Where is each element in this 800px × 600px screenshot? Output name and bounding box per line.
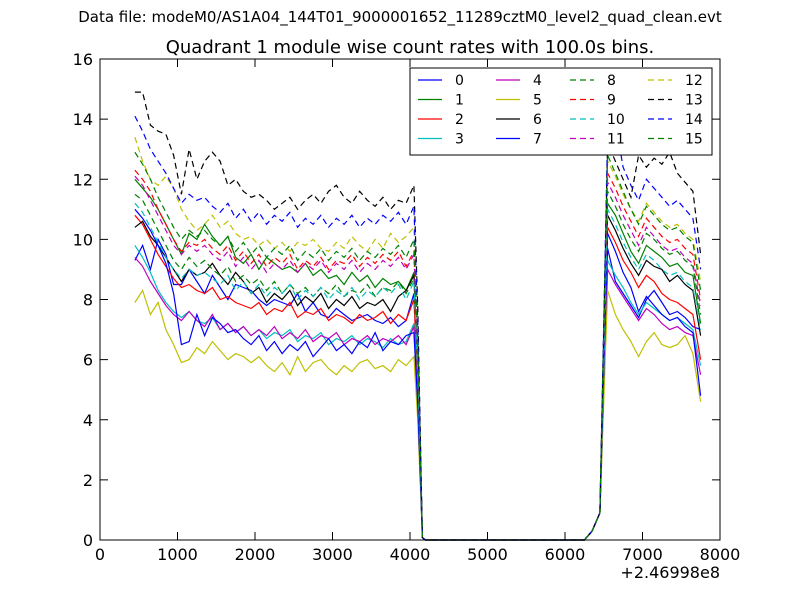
legend-label-0: 0 [455, 73, 464, 89]
legend-label-12: 12 [685, 73, 703, 89]
series-line-9 [134, 169, 702, 541]
legend-label-6: 6 [533, 112, 542, 128]
legend-label-8: 8 [607, 73, 616, 89]
series-line-7 [134, 208, 702, 541]
legend-label-9: 9 [607, 93, 616, 109]
legend-label-11: 11 [607, 132, 625, 148]
legend-label-2: 2 [455, 112, 464, 128]
x-tick-label: 0 [95, 545, 105, 564]
legend-label-7: 7 [533, 132, 542, 148]
x-tick-label: 4000 [390, 545, 431, 564]
legend-label-1: 1 [455, 93, 464, 109]
y-tick-label: 2 [83, 471, 93, 490]
y-tick-label: 16 [73, 50, 93, 69]
x-tick-label: 1000 [157, 545, 198, 564]
series-line-14 [134, 115, 702, 541]
legend-label-4: 4 [533, 73, 542, 89]
series-line-6 [134, 215, 702, 541]
x-tick-label: 5000 [467, 545, 508, 564]
y-tick-label: 8 [83, 291, 93, 310]
series-line-2 [134, 214, 702, 541]
legend-label-14: 14 [685, 112, 703, 128]
axis-ticks: 0 1000 2000 3000 4000 5000 6000 7000 80000246810… [73, 50, 741, 564]
y-tick-label: 6 [83, 351, 93, 370]
data-file-suptitle: Data file: modeM0/AS1A04_144T01_90000016… [78, 8, 722, 26]
legend-label-5: 5 [533, 93, 542, 109]
series-line-13 [134, 91, 702, 541]
chart-title: Quadrant 1 module wise count rates with … [165, 37, 655, 58]
x-offset-label: +2.46998e8 [620, 563, 720, 582]
x-tick-label: 7000 [622, 545, 663, 564]
series-line-0 [134, 237, 701, 541]
series-lines [134, 91, 702, 541]
legend-label-13: 13 [685, 93, 703, 109]
y-tick-label: 14 [73, 110, 93, 129]
legend-label-15: 15 [685, 132, 703, 148]
x-tick-label: 8000 [700, 545, 741, 564]
series-line-8 [134, 191, 702, 541]
series-line-11 [134, 175, 702, 541]
x-tick-label: 3000 [312, 545, 353, 564]
series-line-1 [134, 178, 702, 541]
legend-box [409, 67, 713, 156]
y-tick-label: 12 [73, 170, 93, 189]
x-tick-label: 6000 [545, 545, 586, 564]
series-line-3 [134, 245, 702, 541]
y-tick-label: 10 [73, 230, 93, 249]
x-tick-label: 2000 [235, 545, 276, 564]
legend-label-10: 10 [607, 112, 625, 128]
series-line-5 [134, 289, 702, 541]
series-line-10 [134, 202, 702, 541]
legend-label-3: 3 [455, 132, 464, 148]
series-line-4 [134, 257, 702, 541]
y-tick-label: 0 [83, 531, 93, 550]
series-line-15 [134, 151, 702, 541]
y-tick-label: 4 [83, 411, 93, 430]
